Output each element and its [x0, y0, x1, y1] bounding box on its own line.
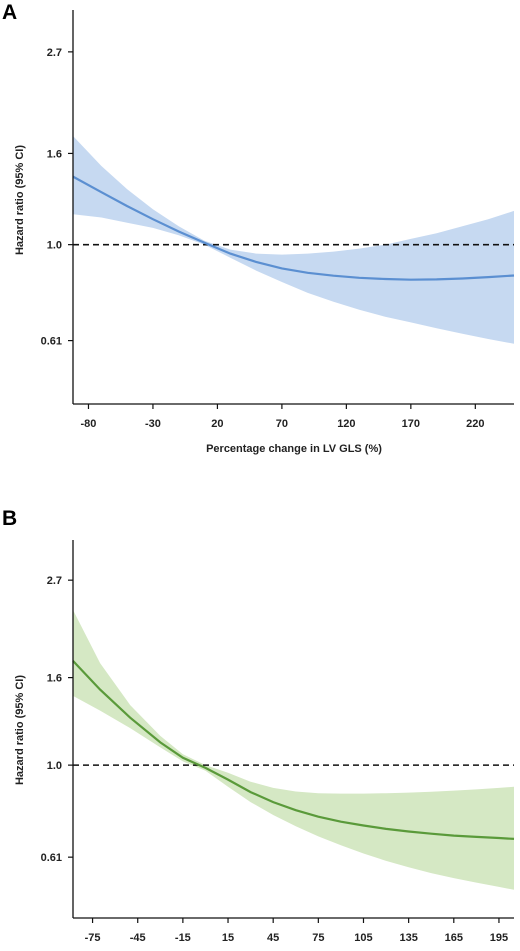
panel-a-y-tick-label: 1.0	[47, 240, 62, 252]
panel-b-label: B	[2, 507, 17, 530]
panel-b-y-tick-label: 2.7	[47, 575, 62, 587]
panel-b-x-tick-label: 15	[222, 932, 234, 944]
panel-b: B 0.61 1.0 1.6 2.7 -75 -45 -15 15 45 75 105 135 165 1…	[2, 507, 515, 944]
panel-a-x-axis-title: Percentage change in LV GLS (%)	[206, 443, 382, 455]
panel-a-x-tick-label: -30	[145, 418, 161, 430]
panel-a-y-tick-label: 2.7	[47, 47, 62, 59]
panel-b-y-axis-title: Hazard ratio (95% CI)	[14, 675, 26, 785]
panel-a-hazard-ratio-curve	[72, 175, 515, 281]
panel-b-x-tick-label: 165	[445, 932, 463, 944]
panel-a-x-tick-label: 70	[276, 418, 288, 430]
panel-a-y-axis-title: Hazard ratio (95% CI)	[14, 145, 26, 255]
panel-b-y-tick-label: 1.6	[47, 673, 62, 685]
panel-a-y-tick-label: 1.6	[47, 148, 62, 160]
panel-b-hazard-ratio-curve	[72, 660, 515, 840]
panel-b-x-tick-label: 135	[399, 932, 417, 944]
panel-a-x-tick-label: 120	[337, 418, 355, 430]
panel-a-x-tick-label: 20	[211, 418, 223, 430]
panel-b-x-tick-label: 195	[490, 932, 508, 944]
panel-b-plot-area: 0.61 1.0 1.6 2.7 -75 -45 -15 15 45 75 105 135 165 195	[41, 540, 515, 944]
panel-a-x-tick-label: 170	[402, 418, 420, 430]
panel-a-x-tick-label: 220	[466, 418, 484, 430]
panel-b-x-tick-label: -45	[130, 932, 146, 944]
panel-b-x-tick-label: 45	[267, 932, 279, 944]
panel-b-x-tick-label: -15	[175, 932, 191, 944]
panel-a-confidence-band	[73, 136, 514, 344]
panel-a-x-tick-label: -80	[81, 418, 97, 430]
panel-a: A 0.61 1.0 1.6 2.7 -80 -30 20 70 120 170 220 Hazar…	[2, 1, 515, 455]
panel-a-label: A	[2, 1, 17, 24]
panel-b-y-tick-label: 0.61	[41, 852, 62, 864]
panel-b-confidence-band	[73, 610, 514, 890]
panel-a-y-tick-label: 0.61	[41, 336, 62, 348]
panel-a-plot-area: 0.61 1.0 1.6 2.7 -80 -30 20 70 120 170 220	[41, 10, 515, 430]
panel-b-x-tick-label: 105	[354, 932, 372, 944]
panel-b-x-tick-label: -75	[85, 932, 101, 944]
panel-b-x-tick-label: 75	[312, 932, 324, 944]
panel-b-y-tick-label: 1.0	[47, 760, 62, 772]
